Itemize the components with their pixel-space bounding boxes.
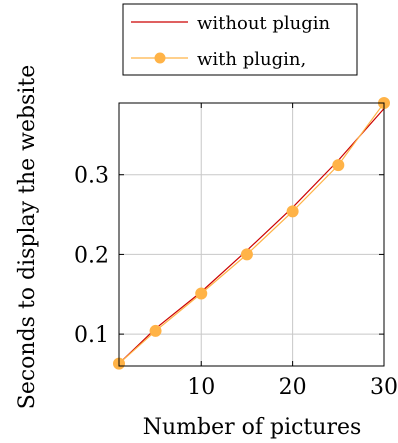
legend-label-without-plugin: without plugin [197,13,331,34]
series-1-point [286,205,299,218]
series-1-point [149,324,162,337]
plot-frame [118,102,385,367]
series-line-0 [118,108,385,365]
x-axis-label: Number of pictures [143,415,362,440]
x-tick-label: 20 [279,375,307,400]
legend-marker-with-plugin [154,52,166,64]
legend-box [122,3,358,76]
series-1-point [195,287,208,300]
y-axis-label: Seconds to display the website [15,65,40,409]
series-line-1 [118,102,385,365]
series-1-point [240,248,253,261]
series-layer [113,97,390,370]
x-tick-label: 10 [187,375,215,400]
y-tick-label: 0.3 [74,164,109,189]
series-1-point [332,159,345,172]
x-tick-label: 30 [370,375,398,400]
ticks: 10 20 30 0.1 0.2 0.3 [74,103,398,400]
y-tick-label: 0.2 [74,243,109,268]
legend: without plugin with plugin, [122,3,358,76]
plot-area: 10 20 30 0.1 0.2 0.3 [74,97,398,400]
y-tick-label: 0.1 [74,323,109,348]
legend-label-with-plugin: with plugin, [197,49,306,70]
